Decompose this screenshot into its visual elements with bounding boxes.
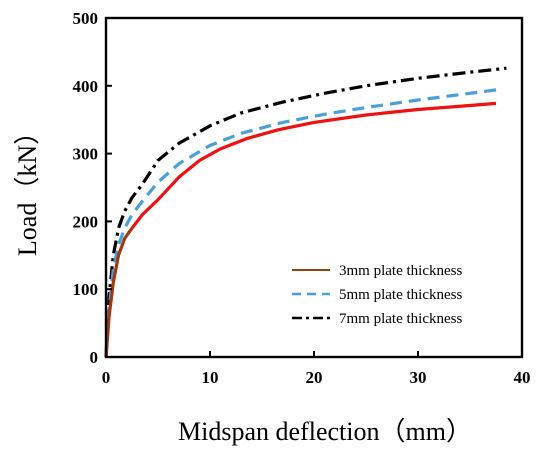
y-axis-title: Load（kN） — [13, 119, 42, 256]
series-line-7mm — [104, 66, 507, 358]
y-tick-label: 100 — [73, 280, 99, 299]
y-tick-label: 200 — [73, 212, 99, 231]
legend-label-7mm: 7mm plate thickness — [339, 311, 462, 327]
y-tick-label: 300 — [73, 145, 99, 164]
series-line-5mm — [104, 87, 502, 358]
x-tick-label: 40 — [514, 368, 531, 387]
x-tick-label: 20 — [306, 368, 323, 387]
x-tick-label: 10 — [202, 368, 219, 387]
y-tick-label: 500 — [73, 9, 99, 28]
series-line-3mm-initial — [104, 227, 133, 358]
x-tick-label: 30 — [410, 368, 427, 387]
legend: 3mm plate thickness 5mm plate thickness … — [292, 263, 462, 327]
legend-label-3mm: 3mm plate thickness — [339, 263, 462, 279]
y-tick-label: 400 — [73, 77, 99, 96]
x-tick-label: 0 — [102, 368, 111, 387]
y-tick-label: 0 — [90, 348, 99, 367]
legend-label-5mm: 5mm plate thickness — [339, 287, 462, 303]
x-axis-title: Midspan deflection（mm） — [178, 417, 472, 446]
series-layer — [104, 66, 507, 358]
